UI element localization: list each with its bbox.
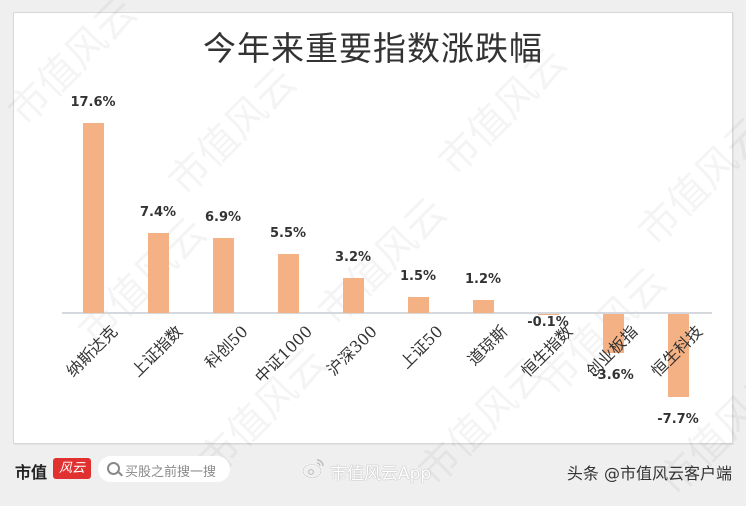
search-placeholder: 买股之前搜一搜 <box>125 465 217 480</box>
data-label: -7.7% <box>657 412 699 428</box>
bar <box>147 233 169 313</box>
data-label: 7.4% <box>139 205 177 221</box>
bar <box>277 253 299 313</box>
toutiao-account: 头条 @市值风云客户端 <box>566 464 732 483</box>
bar <box>537 314 559 316</box>
data-label: 17.6% <box>70 94 116 110</box>
chart-title: 今年来重要指数涨跌幅 <box>203 29 543 68</box>
bar <box>212 238 234 313</box>
x-axis-baseline <box>62 312 712 314</box>
data-label: -3.6% <box>592 367 634 383</box>
brand-logo: 风云 <box>53 458 91 479</box>
search-icon <box>107 462 120 475</box>
bar <box>602 314 624 353</box>
brand-name: 市值 <box>15 463 48 482</box>
chart-panel <box>13 12 733 444</box>
bar <box>82 122 104 313</box>
data-label: 1.5% <box>399 268 437 284</box>
bar <box>342 278 364 313</box>
bar <box>667 314 689 398</box>
weibo-account: 市值风云App <box>330 464 432 484</box>
data-label: 1.2% <box>464 272 502 288</box>
bar <box>472 300 494 313</box>
data-label: 3.2% <box>334 250 372 266</box>
bar <box>407 296 429 313</box>
search-box[interactable]: 买股之前搜一搜 <box>98 456 230 482</box>
footer-bar: 市值 风云 买股之前搜一搜 市值风云App 头条 @市值风云客户端 <box>0 446 746 495</box>
data-label: 5.5% <box>269 225 307 241</box>
data-label: 6.9% <box>204 210 242 226</box>
data-label: -0.1% <box>527 315 569 330</box>
weibo-icon <box>302 459 324 479</box>
